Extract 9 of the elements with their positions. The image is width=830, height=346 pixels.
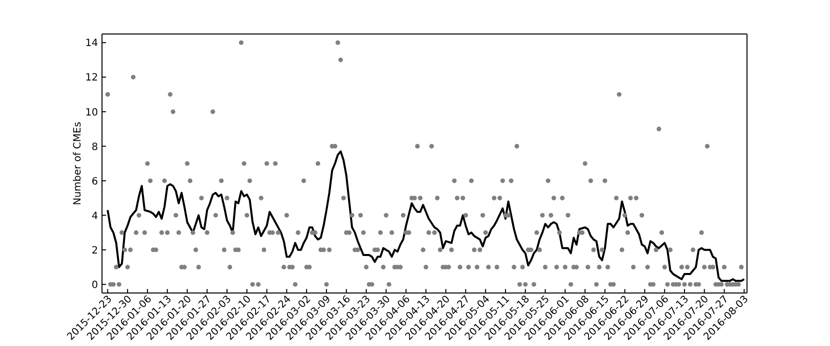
y-axis-title: Number of CMEs bbox=[72, 122, 84, 206]
y-tick-label: 10 bbox=[85, 107, 98, 118]
y-tick-label: 8 bbox=[92, 142, 98, 153]
y-tick-label: 0 bbox=[92, 280, 98, 291]
y-tick-label: 14 bbox=[85, 38, 98, 50]
y-tick-label: 4 bbox=[92, 210, 98, 222]
y-tick-label: 12 bbox=[85, 72, 98, 84]
y-tick-label: 2 bbox=[92, 245, 98, 256]
y-tick-label: 6 bbox=[92, 176, 98, 188]
